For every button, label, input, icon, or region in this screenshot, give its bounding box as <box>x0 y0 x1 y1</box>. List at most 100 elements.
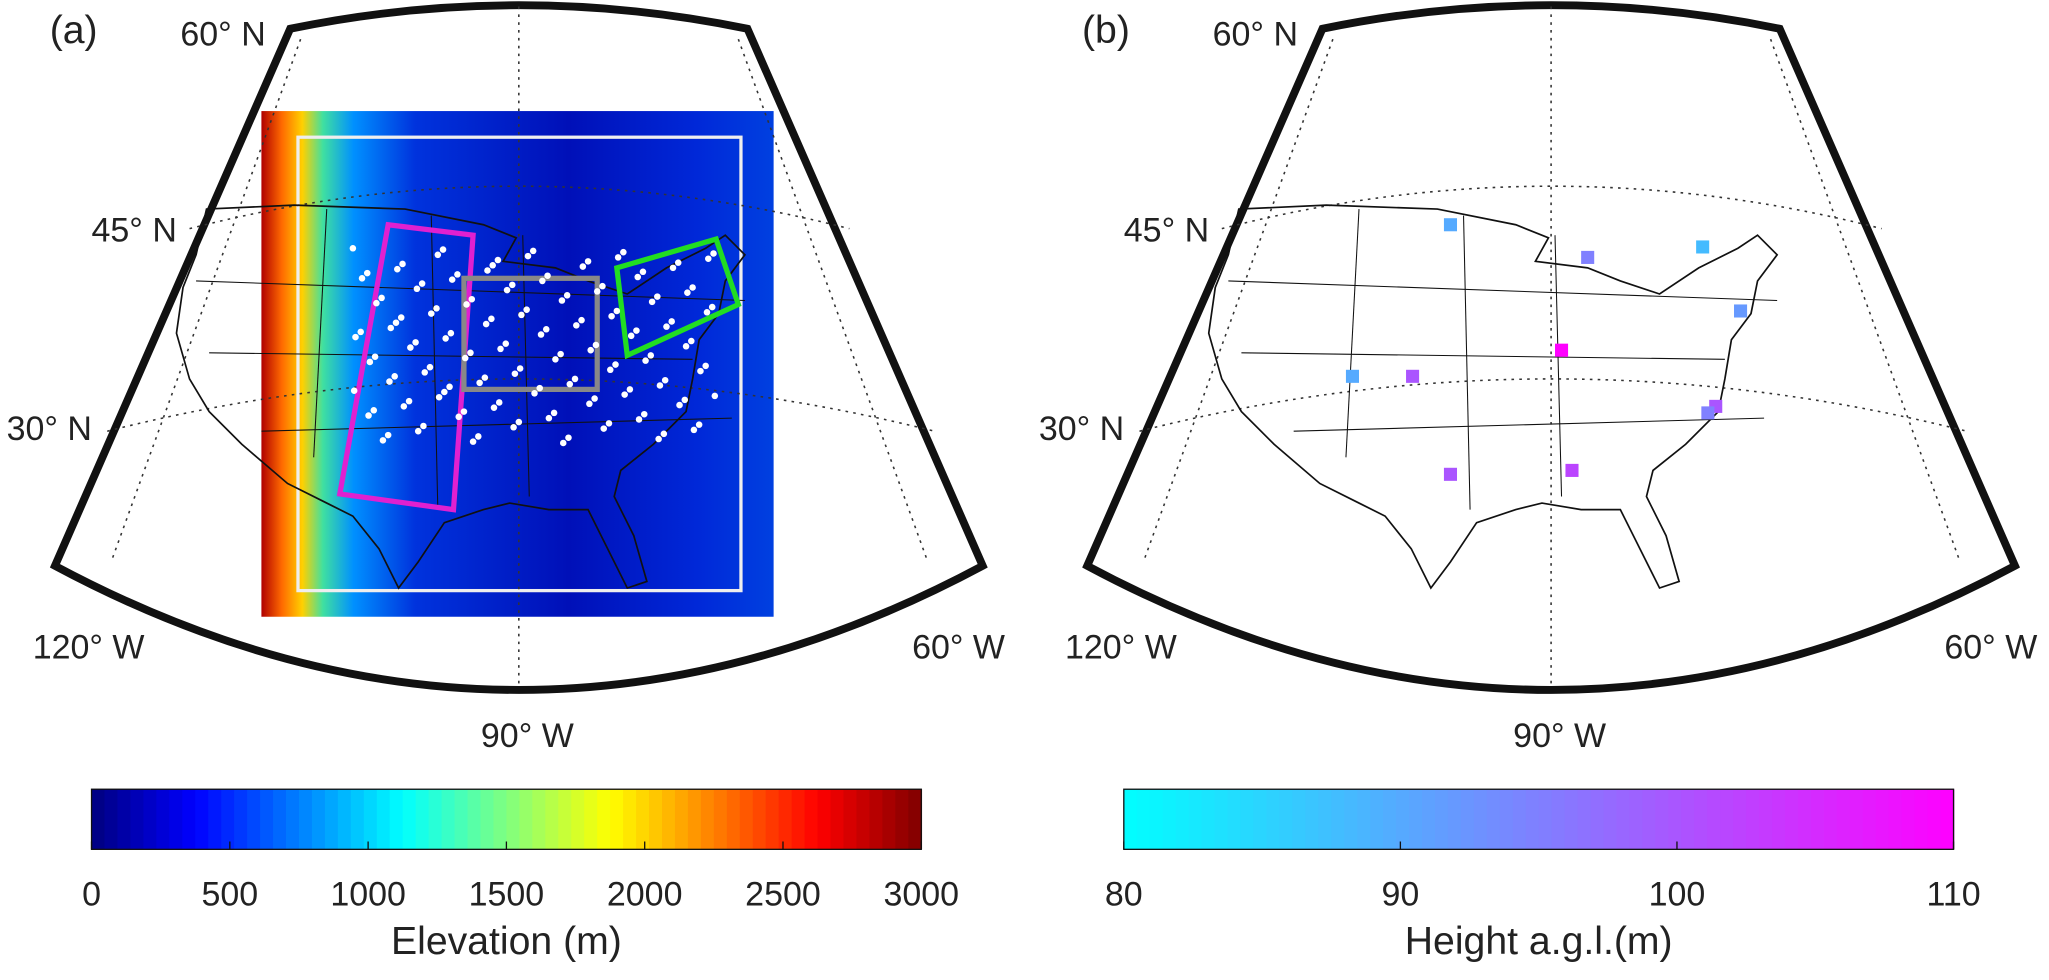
colorbar-cell <box>1162 789 1177 850</box>
colorbar-cell <box>1266 789 1281 850</box>
obs-point <box>446 383 453 391</box>
obs-point <box>710 250 717 257</box>
colorbar-cell <box>1629 789 1644 850</box>
colorbar-cell <box>1681 789 1696 850</box>
colorbar-cell <box>493 789 508 850</box>
colorbar-cell <box>1525 789 1540 850</box>
colorbar-cell <box>350 789 365 850</box>
colorbar-cell <box>661 789 676 850</box>
colorbar-tick-label: 80 <box>1105 875 1143 913</box>
colorbar-cell <box>1862 789 1877 850</box>
lon-label: 120° W <box>33 628 145 666</box>
obs-point <box>392 319 400 327</box>
obs-point <box>711 392 719 400</box>
colorbar-tick-label: 2500 <box>745 875 821 913</box>
colorbar-tick-label: 1500 <box>469 875 545 913</box>
lon-label: 60° W <box>1944 628 2037 666</box>
colorbar-cell <box>1914 789 1929 850</box>
colorbar-cell <box>1940 789 1955 850</box>
obs-point <box>559 439 567 447</box>
panel-label: (b) <box>1082 9 1130 52</box>
colorbar-cell <box>273 789 287 850</box>
state-border <box>1463 215 1471 510</box>
colorbar-cell <box>856 789 871 850</box>
region-box <box>461 275 600 392</box>
obs-point <box>663 323 670 330</box>
lon-label: 60° W <box>912 628 1005 666</box>
obs-point <box>655 435 662 443</box>
obs-point <box>689 284 696 291</box>
colorbar-cell <box>402 789 417 850</box>
colorbar-cell <box>1292 789 1307 850</box>
colorbar-cell <box>1305 789 1320 850</box>
obs-point <box>418 280 426 287</box>
obs-point <box>399 260 406 268</box>
colorbar-cell <box>1733 789 1747 850</box>
obs-point <box>502 340 510 347</box>
obs-point <box>566 380 574 388</box>
meridian <box>110 38 302 563</box>
colorbar-cell <box>817 789 832 850</box>
obs-point <box>529 247 537 255</box>
obs-point <box>370 407 378 414</box>
colorbar-cell <box>1823 789 1838 850</box>
obs-point <box>592 341 600 349</box>
colorbar-cell <box>286 789 300 850</box>
us-outline <box>1207 204 1779 590</box>
colorbar-cell <box>156 789 171 850</box>
colorbar-cell <box>700 789 715 850</box>
obs-point <box>695 421 703 428</box>
colorbar-cell <box>1473 789 1488 850</box>
lat-label: 45° N <box>92 212 177 250</box>
obs-point <box>660 430 668 438</box>
colorbar-cell <box>1318 789 1333 850</box>
obs-point <box>607 366 614 374</box>
colorbar-cell <box>130 789 145 850</box>
obs-point <box>635 416 643 423</box>
obs-point <box>571 375 579 383</box>
colorbar-cell <box>1746 789 1760 850</box>
obs-point <box>349 245 357 252</box>
colorbar-cell <box>623 789 637 850</box>
colorbar-cell <box>234 789 248 850</box>
obs-point <box>593 288 601 295</box>
obs-point <box>557 350 564 358</box>
obs-point <box>371 353 379 360</box>
obs-point <box>614 254 622 261</box>
obs-point <box>612 361 619 368</box>
obs-point <box>544 272 551 279</box>
colorbar-tick-label: 500 <box>201 875 258 913</box>
obs-point <box>579 263 587 270</box>
colorbar-cell <box>1785 789 1799 850</box>
colorbar-cell <box>674 789 689 850</box>
obs-point <box>482 320 490 328</box>
colorbar-cell <box>1849 789 1864 850</box>
obs-point <box>550 409 558 417</box>
lat-label: 60° N <box>1213 16 1298 54</box>
obs-point <box>394 265 401 273</box>
obs-point <box>358 275 366 282</box>
colorbar-cell <box>1253 789 1268 850</box>
station-marker <box>1696 240 1710 254</box>
colorbar-cell <box>1201 789 1216 850</box>
colorbar-cell <box>869 789 884 850</box>
obs-point <box>435 393 443 401</box>
obs-point <box>420 422 427 430</box>
colorbar-cell <box>1331 789 1345 850</box>
obs-point <box>413 285 421 293</box>
obs-point <box>563 292 571 299</box>
obs-point <box>515 418 523 426</box>
obs-point <box>608 312 615 320</box>
colorbar-cell <box>1564 789 1579 850</box>
state-border <box>1228 280 1778 302</box>
state-border <box>261 417 732 432</box>
colorbar-frame <box>1123 788 1955 850</box>
state-border <box>1293 417 1765 432</box>
station-marker <box>1565 463 1579 477</box>
colorbar-cell <box>1136 789 1151 850</box>
obs-point <box>460 408 468 415</box>
obs-point <box>647 352 655 359</box>
obs-point <box>490 404 498 411</box>
colorbar-cell <box>1512 789 1527 850</box>
